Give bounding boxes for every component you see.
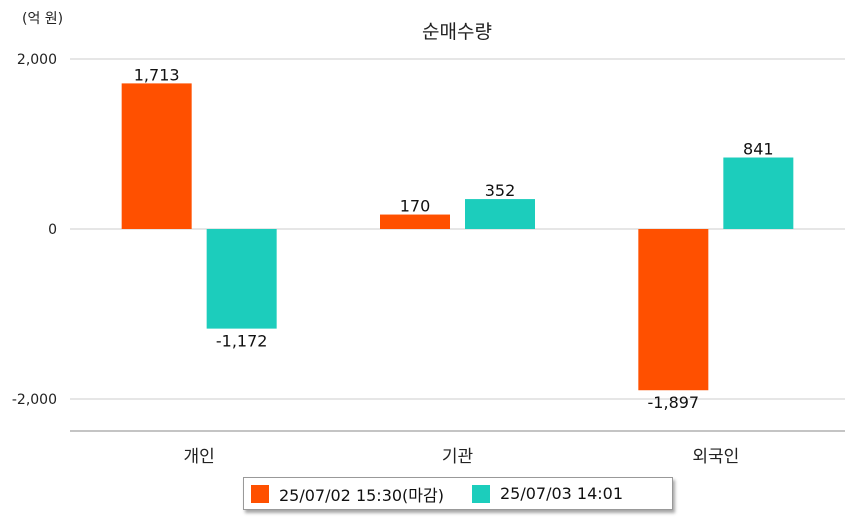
chart-title: 순매수량 (422, 21, 492, 43)
data-label: 1,713 (134, 65, 180, 84)
data-label: -1,897 (648, 393, 700, 412)
data-label: -1,172 (216, 332, 268, 351)
x-category-label: 개인 (184, 447, 215, 467)
legend-label: 25/07/02 15:30(마감) (279, 485, 444, 505)
data-label: 841 (743, 140, 774, 159)
legend-swatch (471, 484, 490, 503)
x-axis-categories: 개인 기관 외국인 (184, 447, 740, 467)
unit-label: (억 원) (22, 11, 63, 27)
y-axis: 2,000 0 -2,000 (12, 52, 57, 408)
bars: 1,713 -1,172 170 352 -1,897 841 (121, 65, 794, 412)
gridlines (70, 58, 845, 400)
bar[interactable] (121, 83, 192, 230)
bar[interactable] (380, 214, 450, 229)
y-tick-label: 2,000 (17, 52, 57, 68)
legend-label: 25/07/03 14:01 (499, 484, 624, 503)
bar[interactable] (638, 229, 709, 391)
y-tick-label: 0 (48, 222, 57, 238)
legend-swatch (251, 484, 269, 503)
bar[interactable] (465, 199, 535, 229)
legend-item-series-1[interactable]: 25/07/02 15:30(마감) (251, 482, 444, 506)
data-label: 170 (400, 197, 431, 216)
x-category-label: 외국인 (692, 447, 739, 467)
bar[interactable] (206, 229, 277, 329)
bar[interactable] (723, 157, 794, 229)
data-label: 352 (485, 181, 516, 200)
y-tick-label: -2,000 (12, 392, 57, 408)
x-category-label: 기관 (442, 447, 473, 467)
legend: 25/07/02 15:30(마감) 25/07/03 14:01 (243, 477, 673, 510)
legend-item-series-2[interactable]: 25/07/03 14:01 (471, 484, 624, 503)
